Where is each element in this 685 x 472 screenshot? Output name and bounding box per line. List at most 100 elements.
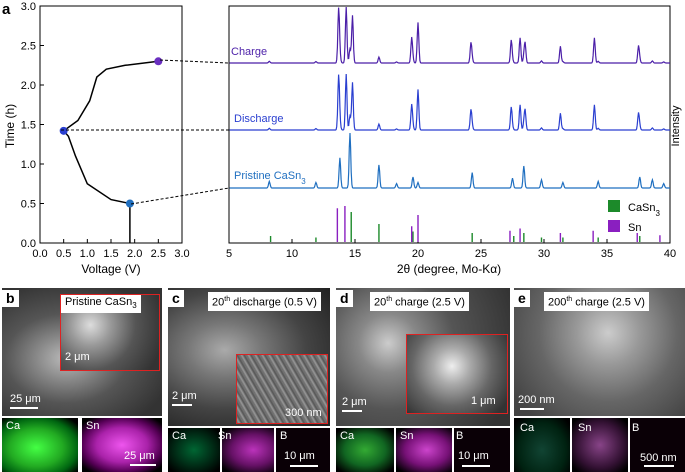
xrd-x-ticks: 5 10 15 20 25 30 35 40 [226,239,676,260]
eds-map-b-c [276,428,330,472]
map-scale-bar-e [644,465,674,467]
x-tick-label: 20 [412,248,424,260]
map-scale-bar-c [290,465,318,467]
eds-map-ca-b [2,418,78,472]
x-tick-label: 10 [286,248,298,260]
x-tick-label: 2.0 [127,248,142,260]
xrd-traces [229,6,670,189]
map-label-sn-b: Sn [86,420,100,432]
map-scale-label-c: 10 μm [284,450,315,462]
x-tick-label: 1.0 [80,248,95,260]
eds-map-ca-c [168,428,220,472]
inset-scale-label-c: 300 nm [285,407,322,419]
x-tick-label: 35 [601,248,613,260]
panel-d: d 20th charge (2.5 V) 1 μm 2 μm Ca Sn B … [336,288,510,472]
eds-map-ca-d [336,428,394,472]
x-tick-label: 0.5 [56,248,71,260]
curve-segment-0 [63,130,131,243]
trace-label-discharge: Discharge [234,113,284,125]
map-label-b-e: B [632,422,640,434]
state-marker-2 [154,57,163,66]
x-tick-label: 30 [538,248,550,260]
sem-inset-pristine: Pristine CaSn3 2 μm [60,294,160,371]
trace-label-pristine: Pristine CaSn3 [234,170,306,186]
panel-b: b Pristine CaSn3 2 μm 25 μm Ca Sn 25 μm [2,288,162,472]
inset-scale-label-d: 1 μm [471,395,496,407]
x-tick-label: 25 [475,248,487,260]
scale-label-b: 25 μm [10,393,41,405]
panel-a-label: a [2,1,11,18]
map-label-b-d: B [456,430,464,442]
state-marker-1 [59,126,68,135]
map-label-b-c: B [280,430,288,442]
x-tick-label: 3.0 [174,248,189,260]
map-label-sn-c: Sn [218,430,232,442]
voltage-time-y-ticks: 0.0 0.5 1.0 1.5 2.0 2.5 3.0 [21,1,44,250]
legend-label-sn: Sn [628,222,641,234]
panel-e: e 200th charge (2.5 V) 200 nm Ca Sn B 50… [514,288,685,472]
two-theta-axis-label: 2θ (degree, Mo-Kα) [397,262,501,276]
map-scale-bar-b [130,464,156,466]
eds-map-ca-e [514,418,570,472]
scale-label-c: 2 μm [172,390,197,402]
y-tick-label: 2.0 [21,80,36,92]
voltage-axis-label: Voltage (V) [81,262,140,276]
map-label-sn-e: Sn [578,422,592,434]
y-tick-label: 3.0 [21,1,36,13]
x-tick-label: 1.5 [103,248,118,260]
y-tick-label: 2.5 [21,41,36,53]
x-tick-label: 15 [349,248,361,260]
map-scale-label-e: 500 nm [640,452,677,464]
map-scale-label-d: 10 μm [458,450,489,462]
caption-discharge: 20th discharge (0.5 V) [208,292,321,311]
scale-bar-c [172,404,192,406]
trace-pristine [229,132,670,189]
trace-label-charge: Charge [231,46,267,58]
map-label-ca-d: Ca [340,430,355,442]
legend-swatch-sn [608,220,620,232]
xrd-plot-frame [228,5,671,244]
intensity-axis-label: Intensity [670,105,682,146]
eds-map-sn-c [222,428,274,472]
sem-inset-discharge: 300 nm [236,354,328,424]
panel-c-label: c [168,290,184,307]
caption-charge-200: 200th charge (2.5 V) [544,292,649,311]
map-scale-bar-d [462,465,490,467]
y-tick-label: 1.0 [21,159,36,171]
state-marker-0 [125,199,134,208]
voltage-time-plot-frame [39,5,183,244]
curve-segment-1 [63,60,159,132]
y-tick-label: 1.5 [21,120,36,132]
voltage-time-curve [59,57,163,243]
x-tick-label: 40 [664,248,676,260]
eds-map-sn-b [82,418,162,472]
panel-a-figure: a 0.0 0.5 1.0 1.5 2.0 2.5 3.0 0.0 0.5 1.0 1.5 2.0 2… [2,1,682,276]
voltage-time-x-ticks: 0.0 0.5 1.0 1.5 2.0 2.5 3.0 [32,239,190,260]
legend-label-casn3: CaSn3 [628,202,661,218]
x-tick-label: 0.0 [32,248,47,260]
time-axis-label: Time (h) [3,104,17,148]
trace-discharge [229,73,670,131]
sem-inset-charge-20: 1 μm [406,334,508,414]
xrd-reference-lines [269,206,661,242]
trace-charge [229,6,670,64]
caption-charge-20: 20th charge (2.5 V) [370,292,469,311]
eds-map-sn-e [572,418,628,472]
y-tick-label: 0.5 [21,199,36,211]
eds-map-b-e [630,418,685,472]
panel-d-label: d [336,290,353,307]
x-tick-label: 5 [226,248,232,260]
eds-map-b-d [454,428,510,472]
legend-swatch-casn3 [608,200,620,212]
panel-c: c 20th discharge (0.5 V) 300 nm 2 μm Ca … [168,288,330,472]
y-tick-label: 0.0 [21,238,36,250]
panel-e-label: e [514,290,530,307]
scale-bar-b [10,407,38,409]
scale-bar-e [520,408,544,410]
panel-b-label: b [2,290,19,307]
scale-bar-d [342,410,362,412]
map-label-ca-c: Ca [172,430,187,442]
map-label-ca-e: Ca [520,422,535,434]
inset-scale-label-b: 2 μm [65,351,90,363]
x-tick-label: 2.5 [151,248,166,260]
